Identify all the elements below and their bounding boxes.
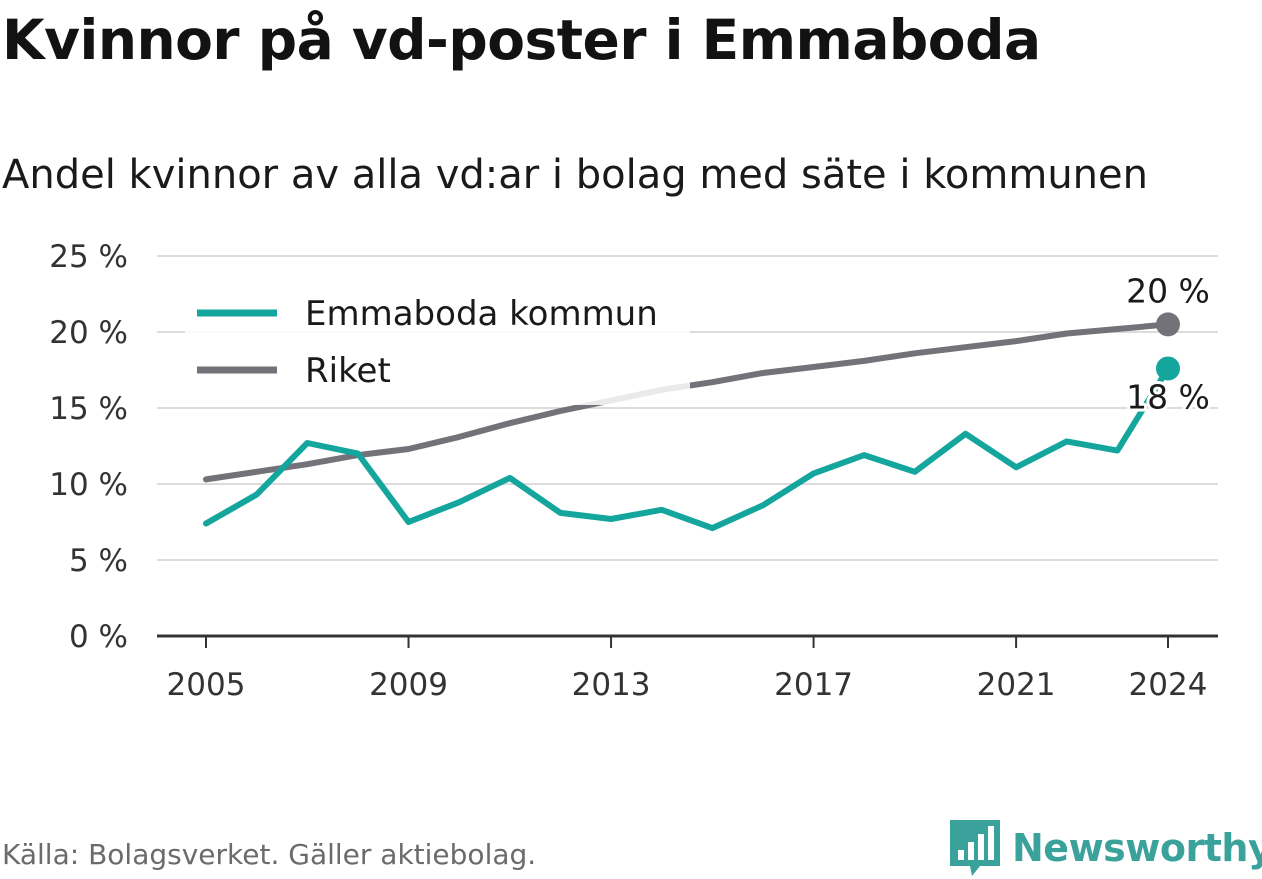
- end-label-emmaboda: 18 %: [1126, 377, 1210, 416]
- legend: Emmaboda kommun Riket: [185, 285, 690, 405]
- x-axis-ticks: 2005 2009 2013 2017 2021 2024: [167, 636, 1208, 703]
- end-label-riket: 20 %: [1126, 271, 1210, 310]
- brand-logo: Newsworthy: [950, 820, 1262, 876]
- x-tick-label: 2021: [977, 667, 1056, 703]
- chart-title: Kvinnor på vd-poster i Emmaboda: [2, 8, 1041, 72]
- end-marker-riket: [1156, 312, 1180, 337]
- legend-background: [185, 285, 690, 405]
- y-tick-label: 15 %: [49, 391, 128, 427]
- chart-subtitle: Andel kvinnor av alla vd:ar i bolag med …: [2, 152, 1148, 198]
- end-marker-emmaboda: [1156, 356, 1180, 381]
- newsworthy-logo-icon: [950, 820, 1000, 876]
- series-line-emmaboda: [203, 365, 1171, 532]
- x-tick-label: 2013: [572, 667, 651, 703]
- legend-label: Riket: [305, 351, 391, 391]
- brand-name: Newsworthy: [1012, 826, 1262, 870]
- x-tick-label: 2005: [167, 667, 246, 703]
- y-tick-label: 10 %: [49, 467, 128, 503]
- end-point-markers: 18 % 20 %: [1123, 268, 1213, 419]
- x-tick-label: 2009: [369, 667, 448, 703]
- y-tick-label: 5 %: [69, 543, 128, 579]
- y-tick-label: 0 %: [69, 619, 128, 655]
- x-tick-label: 2024: [1129, 667, 1208, 703]
- x-tick-label: 2017: [774, 667, 853, 703]
- y-axis-ticks: 0 % 5 % 10 % 15 % 20 % 25 %: [49, 239, 128, 655]
- legend-label: Emmaboda kommun: [305, 294, 658, 334]
- y-tick-label: 20 %: [49, 315, 128, 351]
- y-tick-label: 25 %: [49, 239, 128, 275]
- source-note: Källa: Bolagsverket. Gäller aktiebolag.: [2, 838, 537, 871]
